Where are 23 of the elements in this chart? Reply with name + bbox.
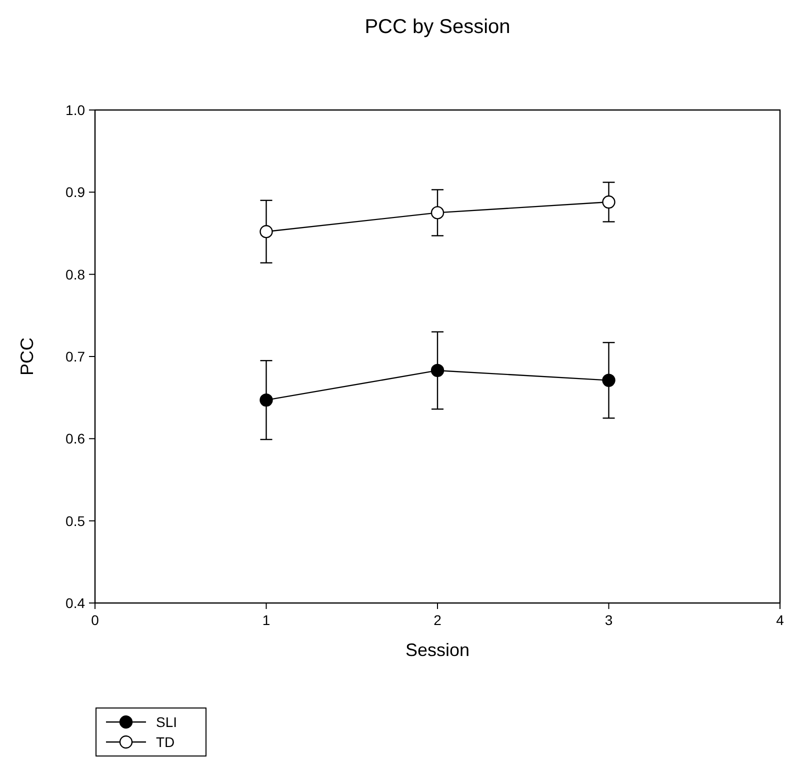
x-tick-label: 3 (604, 612, 613, 628)
x-tick-label: 4 (776, 612, 784, 628)
point (430, 364, 444, 378)
y-tick-label: 0.9 (66, 184, 86, 200)
y-tick-label: 0.7 (66, 348, 86, 364)
point (260, 393, 273, 407)
legend-label: TD (156, 734, 175, 750)
y-tick-label: 0.6 (66, 430, 86, 447)
x-tick-label: 2 (434, 612, 442, 628)
y-tick-label: 0.5 (66, 512, 86, 529)
x-tick-label: 1 (262, 612, 270, 628)
y-tick-label: 0.8 (66, 266, 86, 282)
point (602, 195, 616, 209)
x-tick-label: 0 (91, 612, 100, 628)
chart-title: PCC by Session (364, 16, 510, 38)
legend-label: SLI (156, 714, 178, 730)
y-tick-label: 0.4 (66, 595, 86, 611)
y-axis-title: PCC (17, 337, 37, 376)
point (602, 374, 616, 387)
point (430, 206, 444, 220)
x-axis-title: Session (405, 640, 470, 660)
y-tick-label: 1.0 (66, 102, 86, 118)
point (260, 225, 273, 238)
